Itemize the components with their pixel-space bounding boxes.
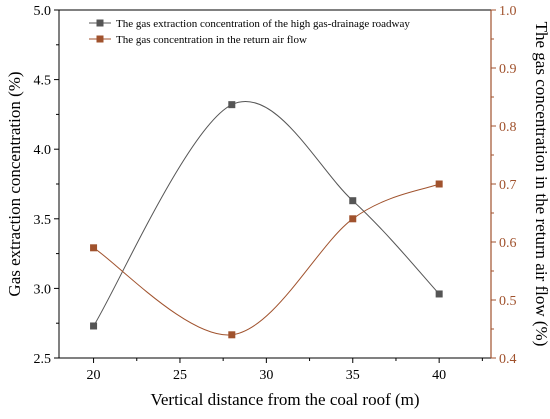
series-2-point [435, 180, 443, 188]
right-y-tick-label: 0.6 [499, 236, 517, 251]
series-2-point [228, 331, 236, 339]
legend-marker-1 [96, 19, 104, 27]
legend-label-2: The gas concentration in the return air … [116, 34, 307, 46]
legend: The gas extraction concentration of the … [89, 18, 410, 46]
x-tick-label: 40 [432, 368, 446, 383]
left-y-tick-label: 5.0 [34, 4, 52, 19]
series-lines-layer [93, 101, 440, 336]
x-axis-title: Vertical distance from the coal roof (m) [150, 390, 419, 409]
series-2-point [90, 244, 98, 252]
series-1-point [435, 290, 443, 298]
right-y-axis-title: The gas concentration in the return air … [532, 22, 550, 347]
x-tick-label: 25 [173, 368, 187, 383]
series-points-layer [90, 101, 443, 339]
series-2-point [349, 215, 357, 223]
right-y-tick-label: 0.7 [499, 178, 517, 193]
left-y-axis-title: Gas extraction concentration (%) [5, 71, 24, 296]
right-y-tick-label: 0.9 [499, 62, 517, 77]
right-y-tick-label: 0.8 [499, 120, 517, 135]
left-y-tick-label: 2.5 [34, 352, 52, 367]
axes-layer: 20 25 30 35 40 2.5 3.0 3.5 4.0 4.5 5.0 0.4 0.5 0.6 0.7… [5, 4, 550, 409]
left-y-tick-label: 3.5 [34, 213, 52, 228]
right-y-tick-label: 0.5 [499, 294, 517, 309]
series-1-point [90, 322, 98, 330]
x-tick-label: 20 [87, 368, 101, 383]
series-1-point [349, 197, 357, 205]
legend-marker-2 [96, 35, 104, 43]
legend-label-1: The gas extraction concentration of the … [116, 18, 410, 30]
left-y-tick-label: 3.0 [34, 282, 52, 297]
left-y-tick-label: 4.0 [34, 143, 52, 158]
series-1-point [228, 101, 236, 109]
series-line-2 [93, 183, 440, 336]
x-tick-label: 35 [346, 368, 360, 383]
series-line-1 [93, 101, 440, 327]
right-y-tick-label: 1.0 [499, 4, 517, 19]
left-y-tick-label: 4.5 [34, 74, 52, 89]
right-y-tick-label: 0.4 [499, 352, 517, 367]
x-tick-label: 30 [259, 368, 273, 383]
